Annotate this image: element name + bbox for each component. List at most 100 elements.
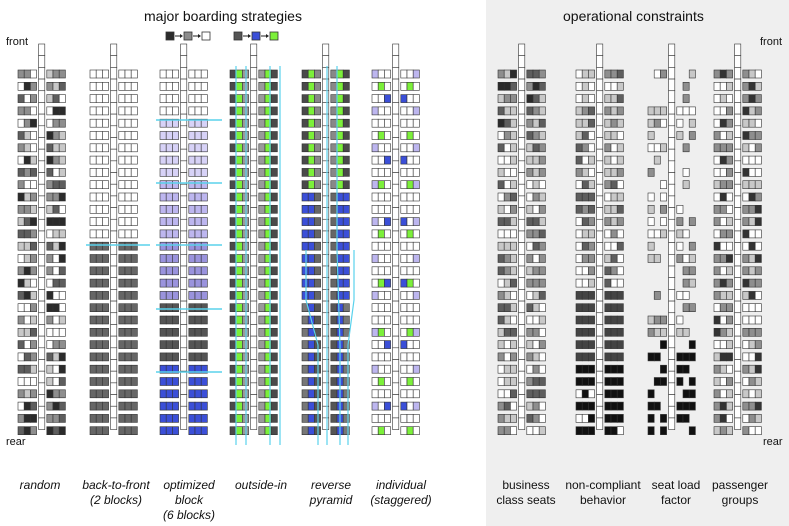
- reverse-pyramid-seat: [301, 426, 309, 436]
- optimized-block-seat: [172, 192, 179, 202]
- passenger-groups-seat: [713, 426, 721, 436]
- back-to-front-seat: [95, 241, 103, 251]
- individual-staggered-seat: [384, 401, 391, 411]
- back-to-front-seat: [102, 426, 109, 436]
- non-compliant-behavior-seat: [575, 168, 583, 177]
- individual-staggered-seat: [377, 118, 385, 128]
- optimized-block-seat: [172, 205, 179, 214]
- non-compliant-behavior-seat: [604, 352, 612, 362]
- individual-staggered-seat: [371, 401, 379, 411]
- seat-load-factor-aisle-cell: [668, 125, 676, 138]
- random-seat: [52, 414, 60, 423]
- passenger-groups-seat: [726, 205, 733, 214]
- random-seat: [46, 106, 54, 116]
- outside-in-seat: [270, 155, 278, 165]
- individual-staggered-seat: [371, 82, 379, 91]
- business-class-seats-seat: [503, 69, 511, 79]
- random-seat: [30, 229, 37, 239]
- business-class-seats-seat: [503, 414, 511, 423]
- business-class-seats-seat: [497, 69, 505, 79]
- passenger-groups-seat: [719, 143, 727, 153]
- random-seat: [52, 143, 60, 153]
- optimized-block-seat: [200, 364, 208, 374]
- individual-staggered-aisle-cell: [392, 335, 400, 349]
- passenger-groups-seat: [726, 143, 733, 153]
- reverse-pyramid-seat: [307, 352, 315, 362]
- reverse-pyramid-seat: [307, 401, 315, 411]
- optimized-block-seat: [159, 131, 167, 140]
- optimized-block-seat: [200, 69, 208, 79]
- random-seat: [52, 401, 60, 411]
- seat-load-factor-seat: [660, 315, 667, 325]
- optimized-block-seat: [165, 266, 173, 276]
- individual-staggered-seat: [371, 291, 379, 300]
- individual-staggered-aisle-cell: [392, 195, 400, 208]
- passenger-groups-seat: [742, 303, 750, 313]
- outside-in-seat: [258, 94, 266, 103]
- reverse-pyramid-seat: [314, 254, 321, 263]
- reverse-pyramid-seat: [314, 303, 321, 313]
- back-to-front-aisle-cell: [110, 172, 118, 185]
- back-to-front-seat: [124, 106, 132, 116]
- business-class-seats-seat: [532, 118, 540, 128]
- reverse-pyramid-aisle-cell: [322, 90, 330, 103]
- back-to-front-seat: [124, 303, 132, 313]
- random-aisle-cell: [38, 55, 46, 68]
- random-seat: [30, 168, 37, 177]
- passenger-groups-aisle-cell: [734, 195, 742, 208]
- optimized-block-seat: [194, 241, 202, 251]
- non-compliant-behavior-aisle-cell: [596, 102, 604, 115]
- random-seat: [30, 364, 37, 374]
- non-compliant-behavior-seat: [616, 94, 624, 103]
- non-compliant-behavior-seat: [575, 315, 583, 325]
- random-aisle-cell: [38, 230, 46, 243]
- outside-in-seat: [258, 315, 266, 325]
- random-seat: [58, 414, 66, 423]
- random-seat: [23, 69, 31, 79]
- back-to-front-seat: [130, 118, 138, 128]
- optimized-block-seat: [200, 401, 208, 411]
- back-to-front-seat: [89, 241, 97, 251]
- business-class-seats-seat: [538, 303, 546, 313]
- non-compliant-behavior-seat: [604, 205, 612, 214]
- individual-staggered-seat: [384, 69, 391, 79]
- back-to-front-seat: [124, 401, 132, 411]
- random-seat: [46, 217, 54, 226]
- reverse-pyramid-seat: [336, 94, 344, 103]
- back-to-front-seat: [95, 155, 103, 165]
- random-seat: [52, 118, 60, 128]
- individual-staggered-seat: [384, 217, 391, 226]
- non-compliant-behavior-seat: [610, 217, 618, 226]
- business-class-seats-seat: [510, 192, 517, 202]
- non-compliant-behavior-seat: [616, 69, 624, 79]
- optimized-block-seat: [194, 377, 202, 386]
- optimized-block-seat: [200, 106, 208, 116]
- optimized-block-seat: [200, 217, 208, 226]
- random-aisle-cell: [38, 265, 46, 279]
- individual-staggered-seat: [406, 241, 414, 251]
- non-compliant-behavior-seat: [581, 118, 589, 128]
- optimized-block-seat: [172, 241, 179, 251]
- back-to-front-seat: [102, 192, 109, 202]
- individual-staggered-seat: [412, 192, 420, 202]
- seat-load-factor-seat: [688, 340, 696, 349]
- reverse-pyramid-seat: [307, 340, 315, 349]
- passenger-groups-aisle-cell: [734, 405, 742, 419]
- reverse-pyramid-seat: [342, 69, 350, 79]
- random-seat: [23, 106, 31, 116]
- optimized-block-seat: [165, 414, 173, 423]
- business-class-seats-seat: [538, 168, 546, 177]
- random-seat: [58, 106, 66, 116]
- business-class-seats-seat: [526, 266, 534, 276]
- business-class-seats-aisle-cell: [518, 417, 526, 430]
- reverse-pyramid-seat: [307, 106, 315, 116]
- reverse-pyramid-seat: [342, 389, 350, 399]
- back-to-front-aisle-cell: [110, 207, 118, 220]
- outside-in-seat: [229, 82, 237, 91]
- back-to-front-seat: [118, 94, 126, 103]
- reverse-pyramid-seat: [330, 401, 338, 411]
- non-compliant-behavior-seat: [588, 180, 595, 189]
- passenger-groups-seat: [726, 217, 733, 226]
- outside-in-seat: [235, 180, 243, 189]
- business-class-seats-seat: [526, 82, 534, 91]
